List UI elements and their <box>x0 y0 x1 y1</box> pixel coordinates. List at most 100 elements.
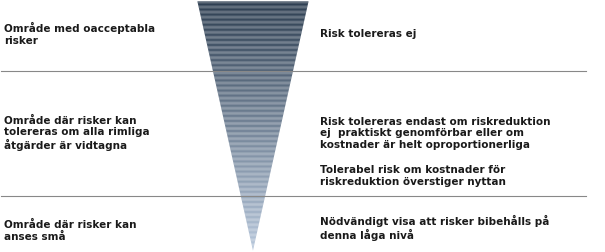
Polygon shape <box>234 167 272 168</box>
Polygon shape <box>201 20 304 21</box>
Polygon shape <box>221 107 285 109</box>
Polygon shape <box>238 183 268 184</box>
Polygon shape <box>217 89 289 90</box>
Polygon shape <box>214 74 292 75</box>
Polygon shape <box>232 157 274 159</box>
Polygon shape <box>223 114 284 115</box>
Polygon shape <box>240 192 266 193</box>
Polygon shape <box>249 234 257 236</box>
Polygon shape <box>246 221 260 222</box>
Polygon shape <box>244 213 261 214</box>
Polygon shape <box>247 227 258 228</box>
Polygon shape <box>215 81 291 82</box>
Polygon shape <box>244 209 262 211</box>
Polygon shape <box>247 223 259 225</box>
Polygon shape <box>251 243 255 244</box>
Polygon shape <box>243 205 263 206</box>
Polygon shape <box>235 172 270 173</box>
Polygon shape <box>229 141 278 142</box>
Polygon shape <box>209 55 296 56</box>
Polygon shape <box>226 127 281 129</box>
Polygon shape <box>220 105 286 106</box>
Polygon shape <box>201 16 305 18</box>
Polygon shape <box>234 163 272 165</box>
Polygon shape <box>216 85 290 86</box>
Polygon shape <box>224 120 282 121</box>
Polygon shape <box>212 68 294 69</box>
Polygon shape <box>243 206 263 207</box>
Polygon shape <box>211 60 295 61</box>
Polygon shape <box>226 130 280 131</box>
Polygon shape <box>209 51 298 52</box>
Polygon shape <box>222 112 284 114</box>
Polygon shape <box>214 76 292 77</box>
Polygon shape <box>201 19 305 20</box>
Polygon shape <box>229 142 277 143</box>
Polygon shape <box>203 27 302 29</box>
Polygon shape <box>203 25 303 26</box>
Polygon shape <box>209 52 297 54</box>
Polygon shape <box>250 238 256 239</box>
Polygon shape <box>203 24 304 25</box>
Polygon shape <box>231 151 275 152</box>
Polygon shape <box>200 15 306 16</box>
Text: Risk tolereras endast om riskreduktion
ej  praktiskt genomförbar eller om
kostna: Risk tolereras endast om riskreduktion e… <box>320 117 551 150</box>
Polygon shape <box>227 137 278 138</box>
Polygon shape <box>245 214 261 216</box>
Polygon shape <box>204 34 301 35</box>
Text: Tolerabel risk om kostnader för
riskreduktion överstiger nyttan: Tolerabel risk om kostnader för riskredu… <box>320 165 506 187</box>
Polygon shape <box>218 92 288 93</box>
Polygon shape <box>251 242 255 243</box>
Polygon shape <box>236 175 270 176</box>
Polygon shape <box>240 193 266 195</box>
Polygon shape <box>231 153 275 155</box>
Polygon shape <box>230 146 276 147</box>
Polygon shape <box>220 101 286 102</box>
Polygon shape <box>232 156 274 157</box>
Polygon shape <box>237 177 269 178</box>
Polygon shape <box>247 225 259 226</box>
Polygon shape <box>252 247 254 248</box>
Polygon shape <box>217 90 289 91</box>
Polygon shape <box>211 64 295 65</box>
Polygon shape <box>215 80 291 81</box>
Polygon shape <box>216 86 290 87</box>
Polygon shape <box>215 82 290 84</box>
Polygon shape <box>231 150 275 151</box>
Polygon shape <box>205 35 301 36</box>
Polygon shape <box>218 93 288 95</box>
Polygon shape <box>218 95 288 96</box>
Polygon shape <box>239 187 267 188</box>
Polygon shape <box>238 184 267 186</box>
Polygon shape <box>240 190 267 191</box>
Polygon shape <box>212 65 295 66</box>
Polygon shape <box>226 129 280 130</box>
Polygon shape <box>200 11 306 13</box>
Polygon shape <box>213 70 293 71</box>
Polygon shape <box>228 140 278 141</box>
Polygon shape <box>206 43 299 44</box>
Polygon shape <box>244 208 263 209</box>
Text: Nödvändigt visa att risker bibehålls på
denna låga nivå: Nödvändigt visa att risker bibehålls på … <box>320 215 549 241</box>
Polygon shape <box>240 191 266 192</box>
Polygon shape <box>206 39 300 40</box>
Polygon shape <box>206 38 301 39</box>
Polygon shape <box>241 198 264 200</box>
Polygon shape <box>217 87 289 89</box>
Polygon shape <box>232 159 273 160</box>
Polygon shape <box>216 84 290 85</box>
Polygon shape <box>232 155 274 156</box>
Polygon shape <box>248 228 258 229</box>
Polygon shape <box>227 134 279 135</box>
Polygon shape <box>217 91 289 92</box>
Polygon shape <box>208 47 298 49</box>
Polygon shape <box>250 239 255 241</box>
Polygon shape <box>246 219 260 221</box>
Polygon shape <box>238 182 268 183</box>
Polygon shape <box>202 21 304 23</box>
Polygon shape <box>208 50 298 51</box>
Polygon shape <box>212 66 294 68</box>
Polygon shape <box>249 233 257 234</box>
Polygon shape <box>249 231 257 232</box>
Polygon shape <box>226 132 280 134</box>
